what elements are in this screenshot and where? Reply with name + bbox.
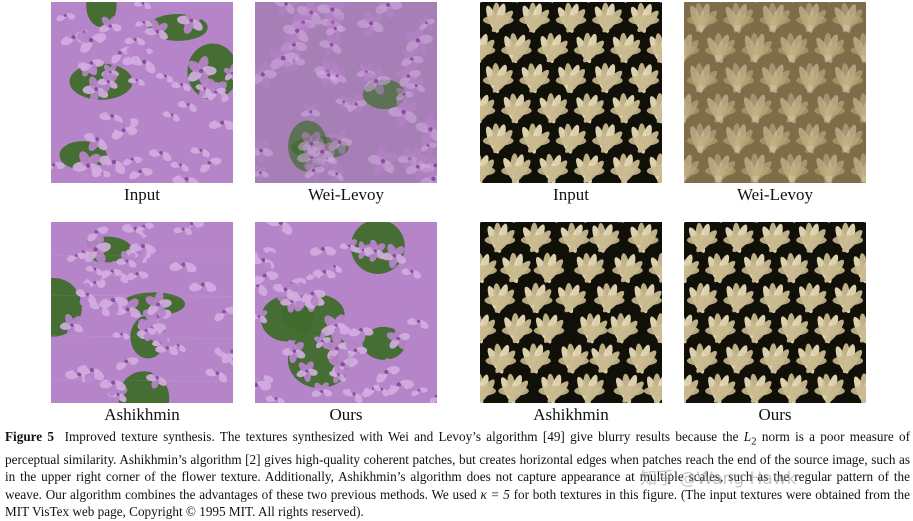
flower-ours-label: Ours [255,405,437,425]
figure-label: Figure 5 [5,429,54,444]
weave-wei-levoy-label: Wei-Levoy [684,185,866,205]
kappa-value: κ = 5 [480,487,509,502]
flower-ashikhmin-label: Ashikhmin [51,405,233,425]
weave-ashikhmin-image [480,222,662,403]
figure-caption: Figure 5 Improved texture synthesis. The… [5,428,910,521]
weave-input-image [480,2,662,183]
flower-ashikhmin-image [51,222,233,403]
caption-text-1: Improved texture synthesis. The textures… [65,429,744,444]
flower-wei-levoy-image [255,2,437,183]
weave-input-label: Input [480,185,662,205]
weave-wei-levoy-image [684,2,866,183]
weave-wei-levoy-texture [684,2,866,183]
flower-ours-texture [255,222,437,403]
weave-ashikhmin-texture [480,222,662,403]
weave-ours-image [684,222,866,403]
weave-ours-label: Ours [684,405,866,425]
weave-ashikhmin-label: Ashikhmin [480,405,662,425]
flower-input-texture [51,2,233,183]
flower-ashikhmin-texture [51,222,233,403]
flower-input-image [51,2,233,183]
weave-ours-texture [684,222,866,403]
flower-wei-levoy-label: Wei-Levoy [255,185,437,205]
weave-input-texture [480,2,662,183]
flower-input-label: Input [51,185,233,205]
flower-wei-levoy-texture [255,2,437,183]
flower-ours-image [255,222,437,403]
